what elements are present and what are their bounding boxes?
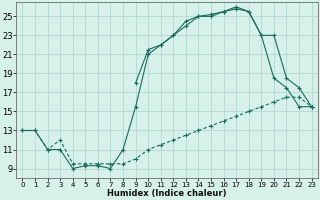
X-axis label: Humidex (Indice chaleur): Humidex (Indice chaleur) <box>107 189 227 198</box>
